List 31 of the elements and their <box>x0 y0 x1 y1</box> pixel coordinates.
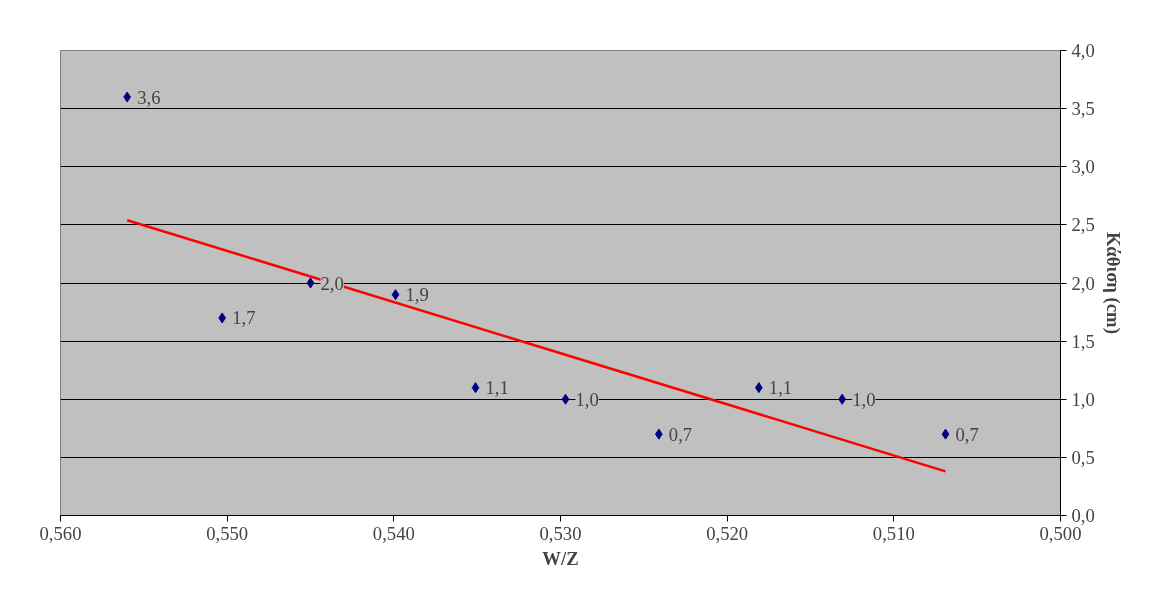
point <box>471 382 480 394</box>
y-tick-label: 4,0 <box>1071 40 1095 61</box>
data-label: 3,6 <box>137 86 161 108</box>
y-tick-label: 3,5 <box>1071 98 1095 120</box>
x-tick-label: 0,560 <box>39 522 82 544</box>
data-label: 1,7 <box>232 307 256 329</box>
point <box>391 289 400 301</box>
data-label: 0,7 <box>668 423 693 445</box>
data-label: 1,0 <box>575 388 599 410</box>
x-tick-label: 0,510 <box>872 522 915 544</box>
x-tick-label: 0,520 <box>706 522 749 544</box>
point <box>306 277 315 289</box>
point <box>561 393 570 405</box>
y-tick-label: 2,0 <box>1071 272 1095 294</box>
data-label: 1,0 <box>852 388 876 410</box>
data-label: 1,1 <box>768 377 793 399</box>
y-tick-label: 3,0 <box>1071 156 1095 178</box>
y-tick-label: 2,5 <box>1071 214 1095 236</box>
data-label: 0,7 <box>955 423 979 445</box>
x-tick-label: 0,530 <box>539 522 582 544</box>
data-label: 1,1 <box>485 377 509 399</box>
data-label: 2,0 <box>320 272 344 294</box>
y-tick-label: 1,5 <box>1071 330 1095 352</box>
x-axis-title: W/Z <box>542 547 579 569</box>
x-tick-label: 0,540 <box>372 522 415 544</box>
x-tick-label: 0,550 <box>206 522 249 544</box>
point <box>941 428 950 440</box>
data-label: 1,9 <box>405 284 429 306</box>
y-axis-title: Κάθιση (cm) <box>1101 232 1124 334</box>
y-tick-label: 1,0 <box>1071 388 1095 410</box>
y-tick-label: 0,5 <box>1071 446 1095 468</box>
